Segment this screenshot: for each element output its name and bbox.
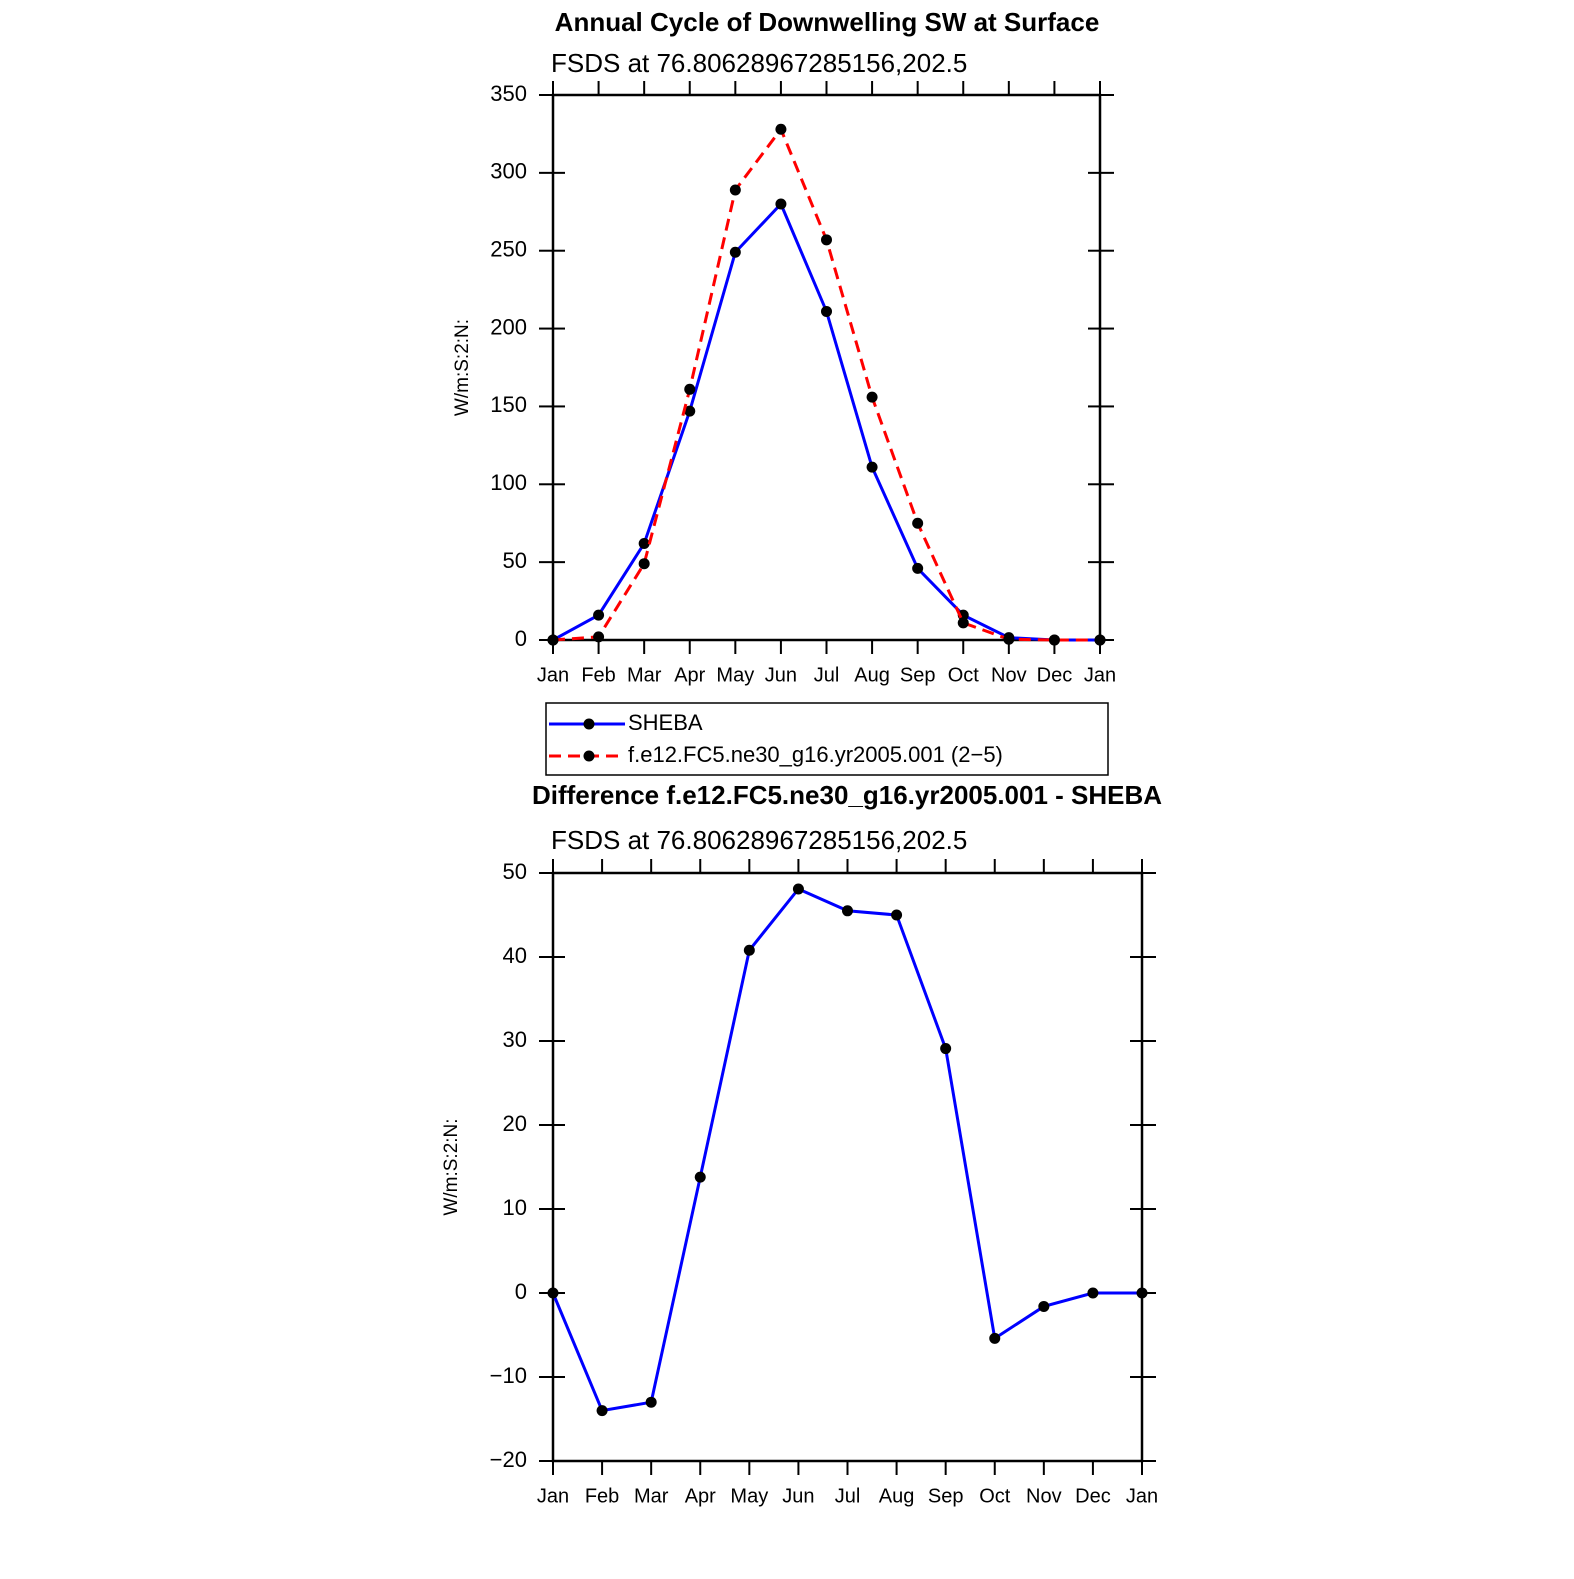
- data-point: [645, 1396, 657, 1408]
- x-tick-label: May: [730, 1485, 768, 1507]
- y-tick-label: −10: [490, 1363, 527, 1388]
- x-tick-label: Jan: [537, 664, 569, 686]
- data-point: [547, 1287, 559, 1299]
- y-tick-label: 50: [503, 548, 527, 573]
- data-point: [684, 383, 696, 395]
- y-tick-label: 0: [515, 1279, 527, 1304]
- data-point: [912, 517, 924, 529]
- y-tick-label: 20: [503, 1111, 527, 1136]
- data-point: [842, 905, 853, 917]
- data-point: [743, 944, 755, 956]
- x-tick-label: Aug: [879, 1485, 915, 1507]
- x-tick-label: Jun: [765, 664, 797, 686]
- y-tick-label: 50: [503, 859, 527, 884]
- data-point: [729, 246, 741, 258]
- chart: Difference f.e12.FC5.ne30_g16.yr2005.001…: [441, 780, 1162, 1507]
- data-point: [866, 461, 878, 473]
- x-tick-label: Sep: [928, 1485, 964, 1507]
- data-point: [866, 391, 878, 403]
- x-tick-label: Jan: [537, 1485, 569, 1507]
- chart-subtitle: FSDS at 76.80628967285156,202.5: [551, 48, 967, 78]
- y-tick-label: 0: [515, 626, 527, 651]
- data-point: [638, 537, 650, 549]
- series-line: [551, 887, 1142, 1413]
- data-point: [821, 305, 832, 317]
- data-point: [1094, 634, 1106, 646]
- x-tick-label: Feb: [585, 1485, 619, 1507]
- y-tick-label: 350: [490, 81, 527, 106]
- data-point: [694, 1171, 706, 1183]
- data-point: [912, 562, 924, 574]
- data-point: [792, 883, 804, 895]
- legend-label: SHEBA: [628, 710, 703, 735]
- y-tick-label: 150: [490, 392, 527, 417]
- y-tick-label: 30: [503, 1027, 527, 1052]
- data-point: [775, 198, 787, 210]
- x-tick-label: Nov: [1026, 1485, 1062, 1507]
- y-tick-label: 300: [490, 159, 527, 184]
- x-tick-label: Oct: [979, 1485, 1011, 1507]
- x-tick-label: Jan: [1126, 1485, 1158, 1507]
- data-point: [547, 634, 559, 646]
- legend-box: [545, 702, 1109, 776]
- data-point: [1003, 633, 1015, 645]
- legend-marker: [583, 718, 595, 730]
- x-tick-label: Dec: [1075, 1485, 1111, 1507]
- data-point: [821, 234, 832, 246]
- chart-subtitle: FSDS at 76.80628967285156,202.5: [551, 825, 967, 855]
- y-axis-label: W/m:S:2:N:: [441, 1118, 462, 1215]
- y-tick-label: 250: [490, 237, 527, 262]
- data-point: [1048, 634, 1060, 646]
- x-tick-label: Aug: [854, 664, 890, 686]
- series-line: [552, 201, 1100, 642]
- data-point: [957, 617, 969, 629]
- data-point: [593, 631, 605, 643]
- data-point: [596, 1405, 608, 1417]
- data-point: [775, 123, 787, 135]
- x-tick-label: Apr: [674, 664, 705, 686]
- y-tick-label: 200: [490, 314, 527, 339]
- x-tick-label: May: [716, 664, 754, 686]
- data-point: [593, 609, 605, 621]
- x-tick-label: Dec: [1037, 664, 1073, 686]
- plot-frame: [551, 871, 1144, 1463]
- x-tick-label: Apr: [685, 1485, 716, 1507]
- data-point: [1136, 1287, 1148, 1299]
- y-axis-label: W/m:S:2:N:: [452, 319, 473, 416]
- x-tick-label: Mar: [627, 664, 662, 686]
- data-point: [684, 405, 696, 417]
- x-tick-label: Oct: [948, 664, 980, 686]
- x-tick-label: Jul: [835, 1485, 861, 1507]
- data-point: [989, 1332, 1001, 1344]
- x-tick-label: Nov: [991, 664, 1027, 686]
- data-point: [1038, 1300, 1050, 1312]
- legend-marker: [583, 750, 595, 762]
- y-tick-label: 100: [490, 470, 527, 495]
- chart-title: Annual Cycle of Downwelling SW at Surfac…: [555, 7, 1100, 37]
- x-tick-label: Feb: [581, 664, 615, 686]
- x-tick-label: Mar: [634, 1485, 669, 1507]
- data-point: [1087, 1287, 1099, 1299]
- x-tick-label: Sep: [900, 664, 936, 686]
- y-tick-label: 10: [503, 1195, 527, 1220]
- chart-title: Difference f.e12.FC5.ne30_g16.yr2005.001…: [532, 780, 1162, 810]
- x-tick-label: Jul: [814, 664, 840, 686]
- series-line: [552, 126, 1100, 642]
- data-point: [940, 1043, 952, 1055]
- chart: Annual Cycle of Downwelling SW at Surfac…: [452, 7, 1116, 776]
- data-point: [729, 184, 741, 196]
- x-tick-label: Jan: [1084, 664, 1116, 686]
- legend-label: f.e12.FC5.ne30_g16.yr2005.001 (2−5): [628, 742, 1003, 767]
- data-point: [638, 558, 650, 570]
- y-tick-label: −20: [490, 1447, 527, 1472]
- x-tick-label: Jun: [782, 1485, 814, 1507]
- y-tick-label: 40: [503, 943, 527, 968]
- data-point: [891, 909, 903, 921]
